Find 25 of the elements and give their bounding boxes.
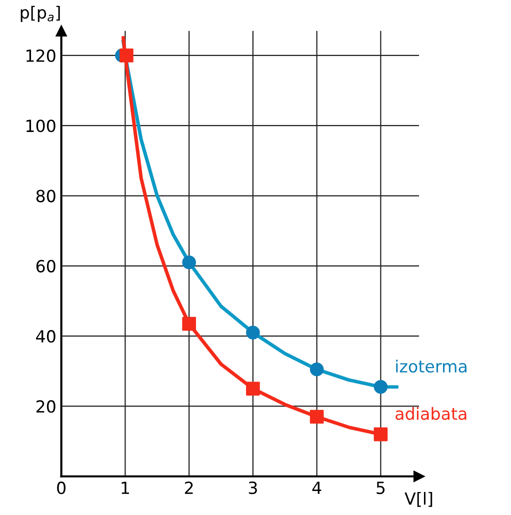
x-tick-label: 3: [248, 482, 257, 494]
y-tick-label: 40: [36, 330, 56, 343]
point: [310, 410, 324, 424]
point: [246, 382, 260, 396]
series-label: izoterma: [396, 360, 466, 373]
x-tick-label: 0: [57, 482, 66, 494]
x-axis-title: V[l]: [404, 492, 432, 507]
y-tick-label: 100: [26, 120, 56, 132]
x-tick-label: 2: [184, 482, 193, 494]
x-tick-label: 1: [122, 482, 129, 494]
point: [246, 326, 260, 340]
y-tick-label: 20: [36, 400, 56, 413]
y-tick-label: 60: [36, 260, 56, 272]
y-tick-label: 80: [36, 190, 56, 202]
y-tick-label: 120: [26, 49, 56, 62]
point: [374, 427, 388, 442]
point: [182, 316, 196, 331]
series-label: adiabata: [396, 407, 466, 420]
point: [120, 48, 134, 62]
point: [310, 362, 324, 376]
point: [182, 256, 196, 270]
y-axis-title: p[p$_{a}$]: [20, 6, 60, 22]
x-tick-label: 5: [376, 482, 385, 494]
x-tick-label: 4: [312, 482, 322, 494]
point: [374, 380, 388, 394]
